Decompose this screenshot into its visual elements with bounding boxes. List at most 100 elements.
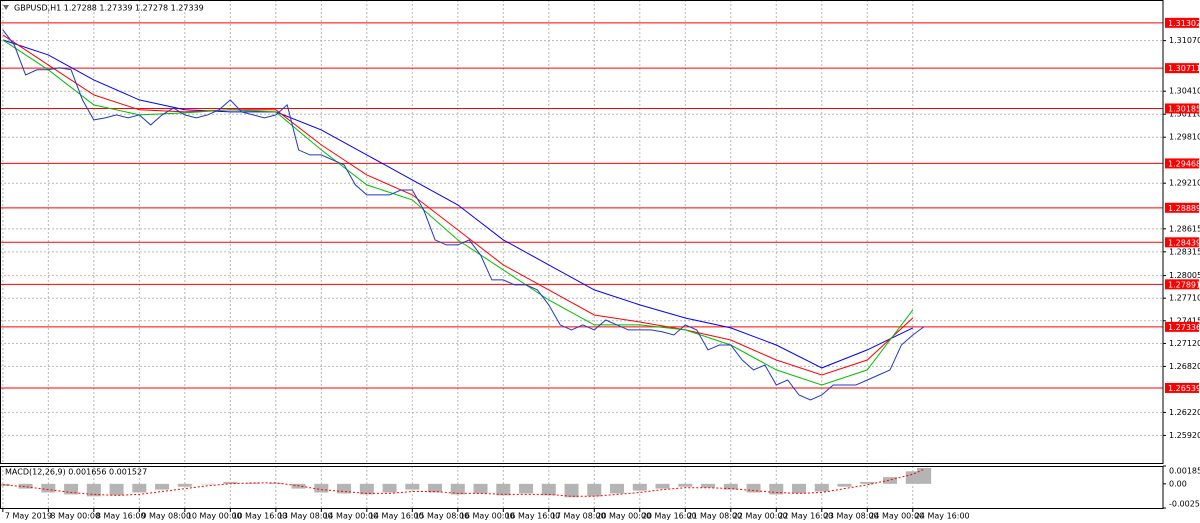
histogram-bar xyxy=(41,483,56,493)
level-tag xyxy=(1165,237,1199,248)
histogram-bar xyxy=(359,483,374,495)
histogram-bar xyxy=(428,483,443,493)
x-tick-label: 8 May 16:00 xyxy=(96,512,146,521)
pane-frame xyxy=(0,0,1164,464)
histogram-bar xyxy=(769,483,784,495)
x-tick-label: 9 May 08:00 xyxy=(141,512,191,521)
level-tag xyxy=(1165,279,1199,290)
x-tick-label: 13 May 08:00 xyxy=(278,512,333,521)
level-tag xyxy=(1165,382,1199,393)
y-tick-label: 1.28005 xyxy=(1169,271,1200,280)
histogram-bar xyxy=(632,483,647,491)
level-label: 1.30185 xyxy=(1168,104,1200,113)
level-label: 1.30711 xyxy=(1168,64,1200,73)
signal-line xyxy=(2,468,925,497)
level-tag xyxy=(1165,321,1199,332)
level-label: 1.26539 xyxy=(1168,384,1200,393)
histogram-bar xyxy=(860,481,875,484)
x-tick-label: 22 May 00:00 xyxy=(733,512,788,521)
level-tag xyxy=(1165,158,1199,169)
symbol-icon xyxy=(3,5,9,10)
y-tick-label: 1.25920 xyxy=(1169,431,1200,440)
histogram-bar xyxy=(564,483,579,498)
x-tick-label: 21 May 08:00 xyxy=(687,512,742,521)
y-tick-label: 1.30110 xyxy=(1169,110,1200,119)
moving-average xyxy=(2,39,914,386)
level-label: 1.31302 xyxy=(1168,19,1200,28)
x-tick-label: 14 May 16:00 xyxy=(369,512,424,521)
x-tick-label: 8 May 00:00 xyxy=(50,512,100,521)
y-tick-label: 1.28615 xyxy=(1169,224,1200,233)
pane-frame xyxy=(0,466,1164,509)
histogram-bar xyxy=(200,483,215,485)
y-tick-label: 1.30410 xyxy=(1169,87,1200,96)
histogram-bar xyxy=(382,483,397,493)
histogram-bar xyxy=(610,483,625,494)
histogram-bar xyxy=(155,483,170,490)
x-tick-label: 15 May 08:00 xyxy=(414,512,469,521)
x-tick-label: 22 May 16:00 xyxy=(778,512,833,521)
histogram-bar xyxy=(64,483,79,495)
x-tick-label: 20 May 00:00 xyxy=(596,512,651,521)
histogram-bar xyxy=(109,483,124,496)
histogram-bar xyxy=(541,483,556,496)
x-tick-label: 20 May 16:00 xyxy=(642,512,697,521)
y-tick-label: 1.26220 xyxy=(1169,408,1200,417)
histogram-bar xyxy=(450,483,465,495)
level-tag xyxy=(1165,103,1199,114)
x-tick-label: 7 May 2019 xyxy=(5,512,52,521)
y-tick-label: 1.29810 xyxy=(1169,133,1200,142)
histogram-bar xyxy=(496,483,511,496)
histogram-bar xyxy=(519,483,534,494)
y-tick-label: 1.29210 xyxy=(1169,179,1200,188)
histogram-bar xyxy=(723,483,738,490)
x-tick-label: 17 May 08:00 xyxy=(551,512,606,521)
level-label: 1.27891 xyxy=(1168,280,1200,289)
histogram-bar xyxy=(132,483,147,493)
histogram-bar xyxy=(814,483,829,492)
histogram-bar xyxy=(792,483,807,494)
x-tick-label: 24 May 16:00 xyxy=(915,512,970,521)
moving-average xyxy=(2,39,914,369)
histogram-bar xyxy=(18,483,33,489)
histogram-bar xyxy=(0,483,10,486)
y-tick-label: 1.26820 xyxy=(1169,362,1200,371)
y-tick-label: 1.27120 xyxy=(1169,339,1200,348)
histogram-bar xyxy=(701,483,716,488)
x-tick-label: 10 May 00:00 xyxy=(187,512,242,521)
moving-average xyxy=(2,34,914,376)
chart-title: GBPUSD,H1 1.27288 1.27339 1.27278 1.2733… xyxy=(14,4,204,13)
x-tick-label: 10 May 16:00 xyxy=(232,512,287,521)
level-tag xyxy=(1165,17,1199,28)
histogram-bar xyxy=(405,483,420,490)
level-tag xyxy=(1165,202,1199,213)
level-label: 1.28439 xyxy=(1168,238,1200,247)
histogram-bar xyxy=(86,483,101,497)
histogram-bar xyxy=(678,483,693,487)
x-tick-label: 23 May 08:00 xyxy=(824,512,879,521)
level-label: 1.27336 xyxy=(1168,323,1200,332)
y-tick-label: 1.28315 xyxy=(1169,247,1200,256)
price-line xyxy=(2,29,925,401)
y-tick-label: 0.001855 xyxy=(1169,467,1200,476)
x-tick-label: 24 May 00:00 xyxy=(869,512,924,521)
y-tick-label: -0.002515 xyxy=(1169,500,1200,509)
histogram-bar xyxy=(337,483,352,494)
x-tick-label: 16 May 16:00 xyxy=(505,512,560,521)
histogram-bar xyxy=(268,482,283,484)
histogram-bar xyxy=(314,483,329,493)
histogram-bar xyxy=(917,467,932,484)
x-tick-label: 16 May 00:00 xyxy=(460,512,515,521)
level-label: 1.29468 xyxy=(1168,159,1200,168)
histogram-bar xyxy=(473,483,488,494)
histogram-bar xyxy=(883,477,898,484)
level-tag xyxy=(1165,63,1199,74)
level-label: 1.28889 xyxy=(1168,204,1200,213)
histogram-bar xyxy=(223,481,238,484)
y-tick-label: 1.27415 xyxy=(1169,316,1200,325)
y-tick-label: 1.31070 xyxy=(1169,36,1200,45)
indicator-title: MACD(12,26,9) 0.001656 0.001527 xyxy=(5,468,147,477)
histogram-bar xyxy=(246,482,261,484)
